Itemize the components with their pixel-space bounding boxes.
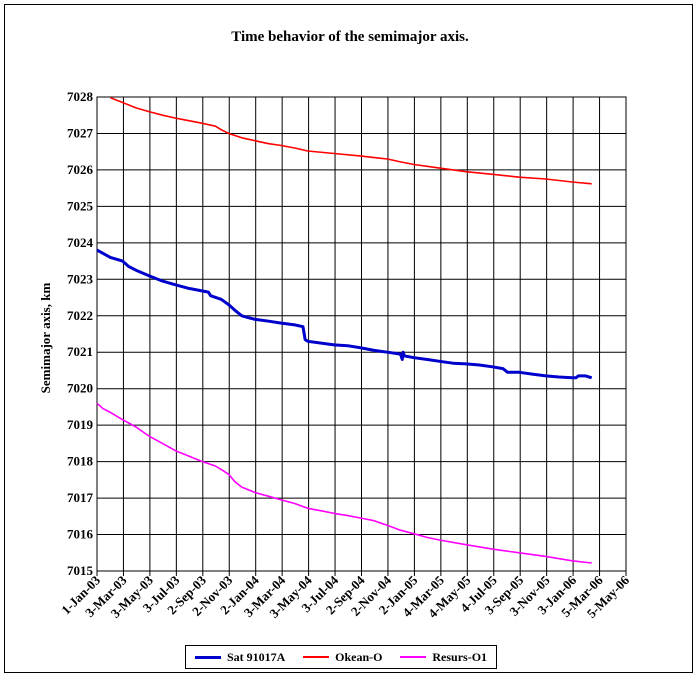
y-tick-label: 7027 xyxy=(67,125,94,140)
y-tick-label: 7019 xyxy=(67,417,94,432)
legend-swatch-sat xyxy=(194,655,221,659)
y-tick-label: 7021 xyxy=(67,344,93,359)
y-tick-label: 7020 xyxy=(67,381,93,396)
y-tick-label: 7018 xyxy=(67,454,94,469)
y-axis-label: Semimajor axis, km xyxy=(38,283,53,394)
series-layer xyxy=(96,96,593,564)
legend-swatch-resurs xyxy=(400,656,427,658)
y-tick-label: 7026 xyxy=(67,162,94,177)
y-tick-label: 7017 xyxy=(67,490,94,505)
y-tick-label: 7022 xyxy=(67,308,93,323)
y-tick-label: 7024 xyxy=(67,235,94,250)
y-tick-label: 7028 xyxy=(67,89,94,104)
legend-label-okean: Okean-O xyxy=(335,649,383,664)
y-tick-label: 7025 xyxy=(67,198,94,213)
x-tick-labels: 1-Jan-033-Mar-033-May-033-Jul-032-Sep-03… xyxy=(58,572,632,621)
legend-item-resurs: Resurs-O1 xyxy=(400,650,487,665)
chart-title: Time behavior of the semimajor axis. xyxy=(231,29,469,45)
y-tick-label: 7015 xyxy=(67,563,94,578)
y-tick-labels: 7015 7016 7017 7018 7019 7020 7021 7022 7023 7024… xyxy=(67,89,94,578)
legend: Sat 91017A Okean-O Resurs-O1 xyxy=(185,645,497,669)
grid-lines xyxy=(96,96,627,576)
legend-swatch-okean xyxy=(303,656,330,658)
y-tick-label: 7023 xyxy=(67,271,94,286)
series-line-sat xyxy=(96,248,593,380)
legend-label-resurs: Resurs-O1 xyxy=(432,649,488,664)
y-tick-label: 7016 xyxy=(67,527,94,542)
legend-item-sat: Sat 91017A xyxy=(194,649,286,665)
legend-label-sat: Sat 91017A xyxy=(226,649,286,664)
plot-area xyxy=(96,96,627,572)
series-line-okean xyxy=(110,96,592,185)
legend-item-okean: Okean-O xyxy=(303,649,383,665)
series-line-resurs xyxy=(96,402,592,564)
